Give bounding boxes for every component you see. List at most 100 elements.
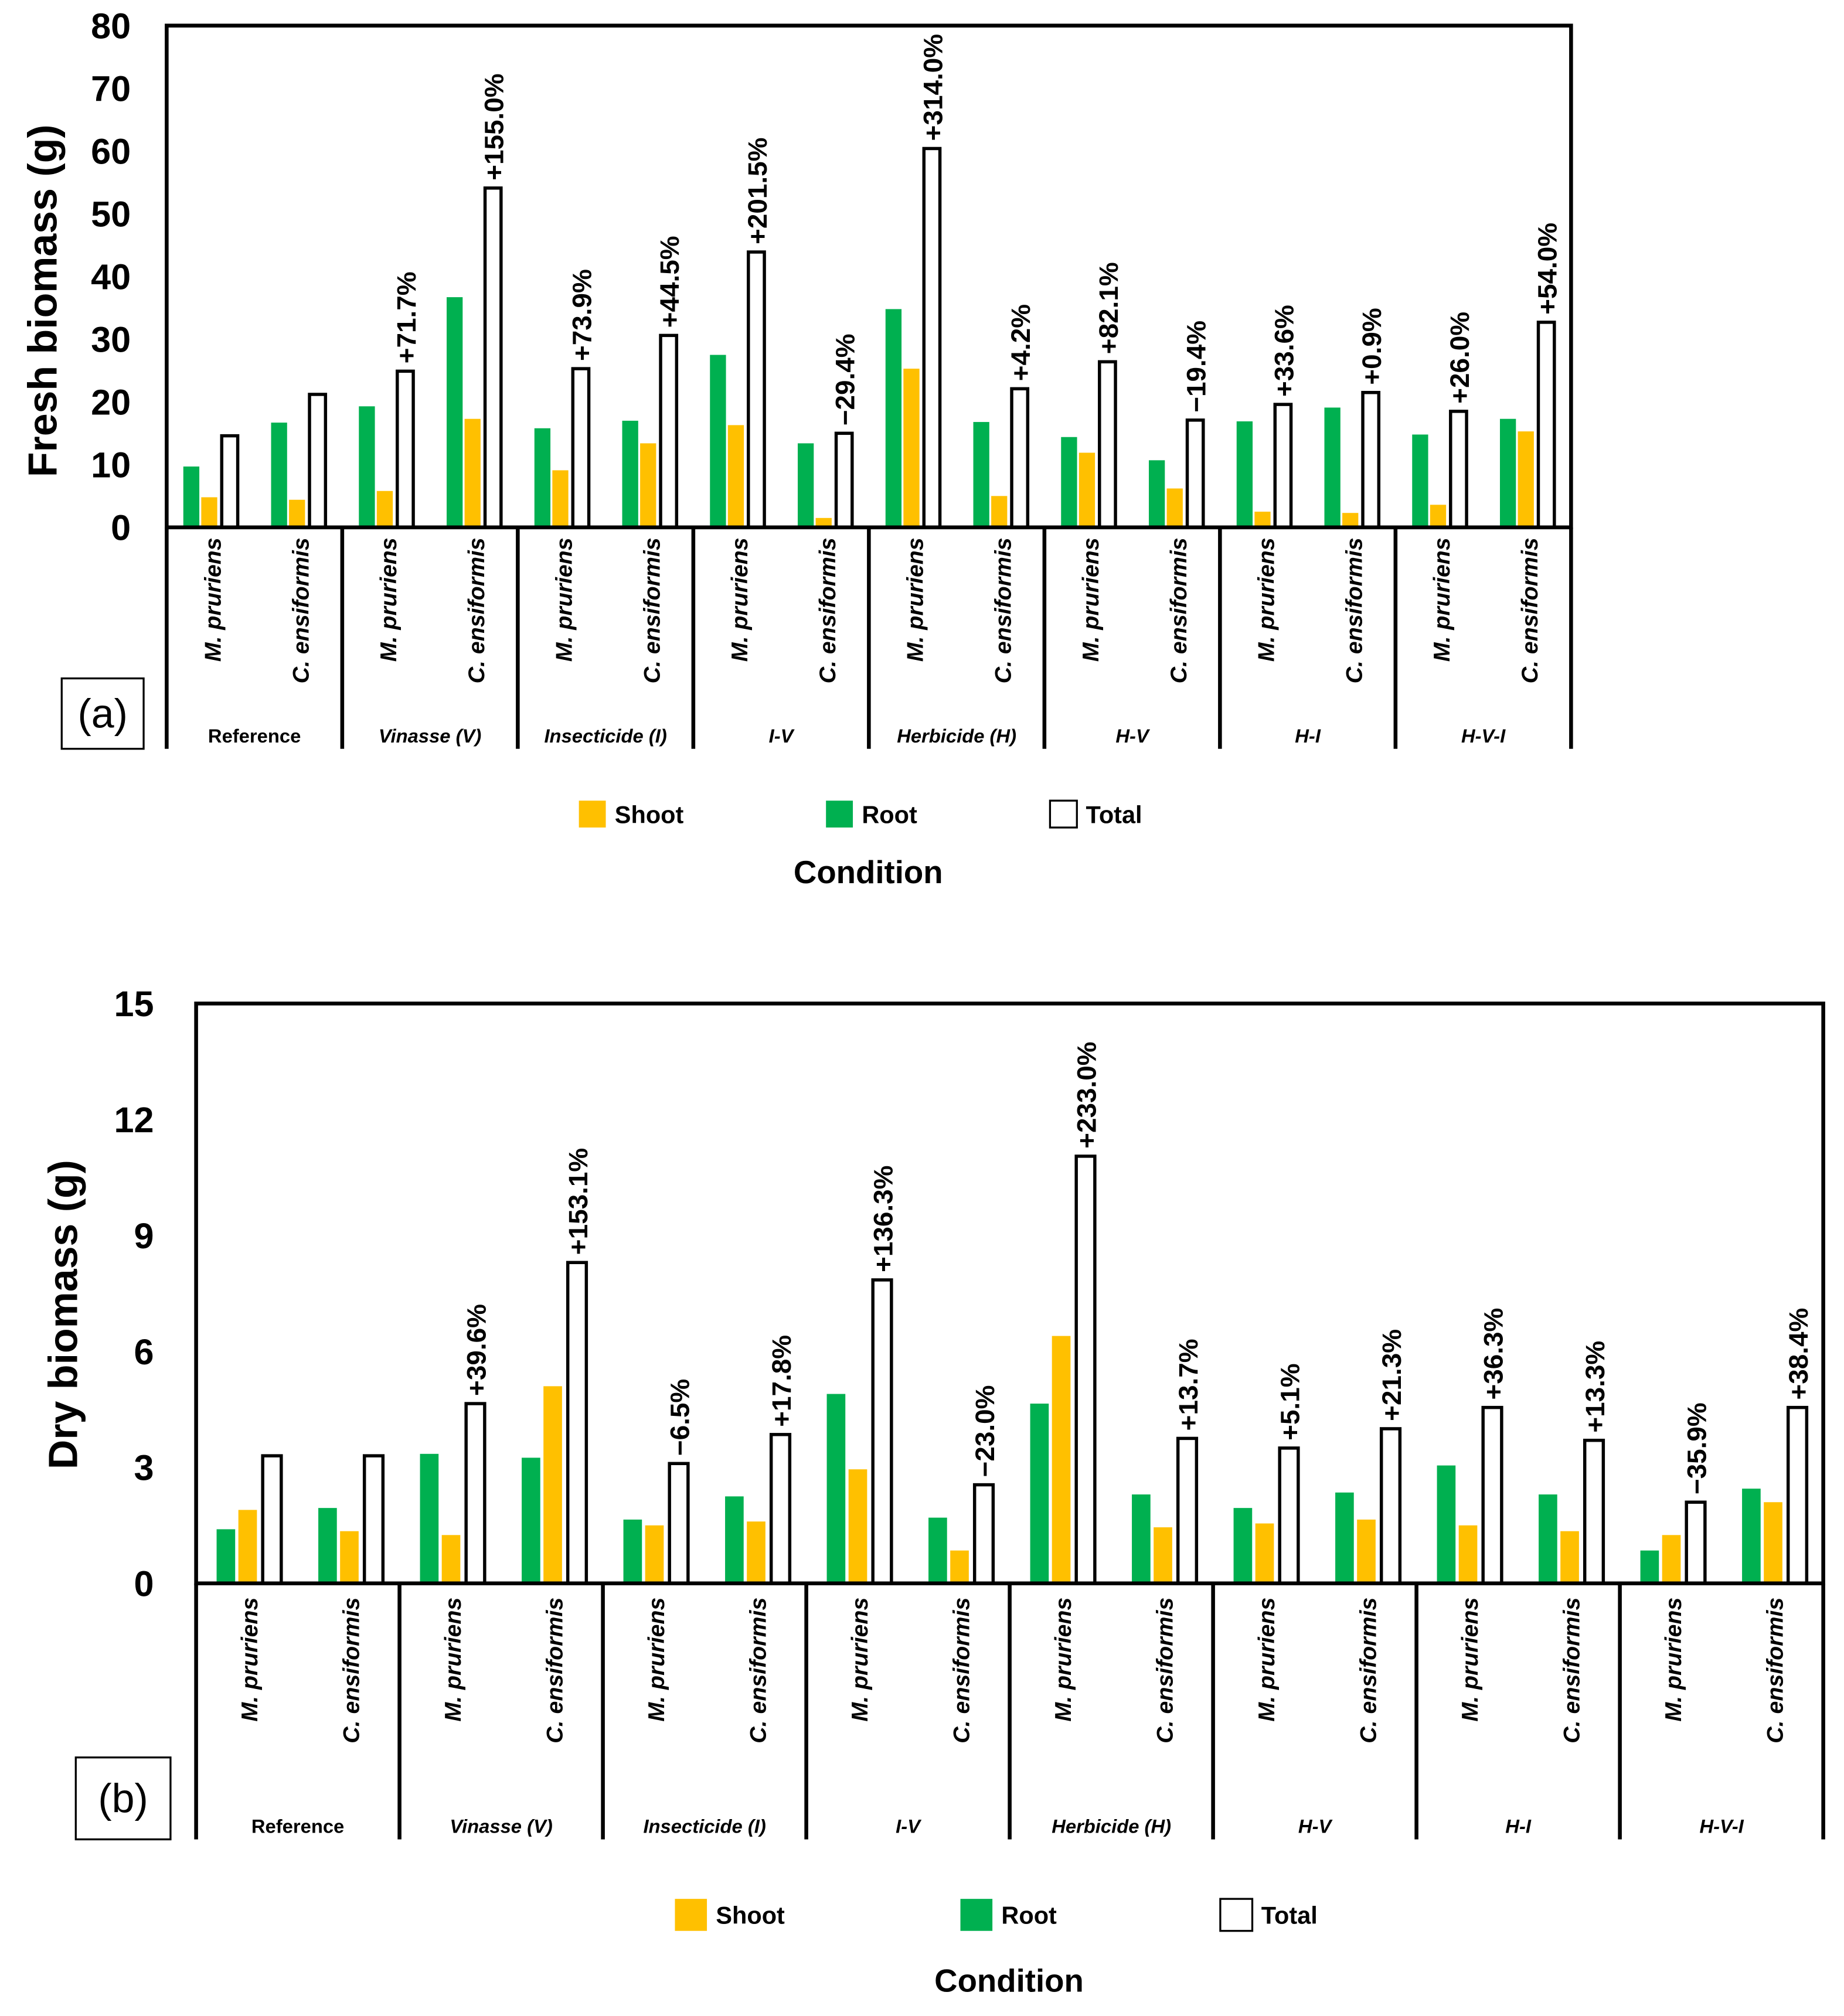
percent-change-label: +26.0% xyxy=(1444,312,1475,404)
bar-root xyxy=(973,422,989,527)
y-tick-label: 20 xyxy=(91,383,131,423)
bar-root xyxy=(447,297,463,527)
bar-root xyxy=(420,1453,439,1583)
percent-change-label: −29.4% xyxy=(830,333,860,425)
bar-total xyxy=(1273,403,1293,529)
bar-shoot xyxy=(815,517,832,527)
bar-shoot xyxy=(747,1521,766,1583)
bar-total xyxy=(483,186,503,529)
y-tick-label: 10 xyxy=(91,445,131,485)
bar-total xyxy=(1449,410,1468,529)
species-tick-label: C. ensiformis xyxy=(1762,1598,1788,1743)
species-tick-label: M. pruriens xyxy=(847,1598,873,1722)
bar-root xyxy=(1132,1494,1151,1583)
percent-change-label: +38.4% xyxy=(1783,1308,1814,1400)
bar-shoot xyxy=(640,443,656,527)
y-tick-label: 0 xyxy=(111,508,131,548)
bar-total xyxy=(1278,1446,1300,1585)
bar-root xyxy=(798,443,814,527)
y-tick-label: 12 xyxy=(114,1100,154,1140)
percent-change-label: +54.0% xyxy=(1532,223,1563,315)
bar-total xyxy=(261,1454,283,1585)
species-tick-label: M. pruriens xyxy=(727,537,753,662)
percent-change-label: +314.0% xyxy=(917,34,948,141)
species-tick-label: M. pruriens xyxy=(237,1598,263,1722)
bar-root xyxy=(271,423,287,527)
y-tick-label: 3 xyxy=(134,1448,154,1488)
group-label: Reference xyxy=(208,725,301,747)
percent-change-label: +17.8% xyxy=(766,1335,797,1427)
species-tick-label: M. pruriens xyxy=(1078,537,1104,662)
species-tick-label: C. ensiformis xyxy=(948,1598,974,1743)
group-label: Reference xyxy=(251,1816,344,1837)
bar-total xyxy=(396,369,415,529)
bar-root xyxy=(885,309,902,527)
panel-label-box xyxy=(74,1756,172,1841)
y-tick-label: 15 xyxy=(114,984,154,1024)
chart-a: 0 10 20 30 40 50 60 70 80 Fresh biomass (g) M. pru… xyxy=(20,6,1573,890)
species-tick-label: C. ensiformis xyxy=(288,537,314,683)
bar-total xyxy=(769,1433,792,1585)
x-axis-label: Condition xyxy=(934,1963,1084,1999)
percent-change-label: +153.1% xyxy=(563,1148,593,1255)
legend-swatch-total xyxy=(1049,799,1078,829)
bar-total xyxy=(1176,1436,1199,1585)
y-tick-label: 60 xyxy=(91,132,131,172)
bar-shoot xyxy=(340,1531,359,1583)
y-tick-label: 30 xyxy=(91,320,131,360)
bar-root xyxy=(1412,434,1428,527)
bar-shoot xyxy=(464,418,481,527)
bar-shoot xyxy=(950,1550,969,1583)
bar-shoot xyxy=(1342,513,1359,527)
percent-change-label: −19.4% xyxy=(1181,321,1212,413)
bar-total xyxy=(1185,418,1205,529)
bar-root xyxy=(534,428,551,527)
bar-shoot xyxy=(903,369,920,527)
bar-shoot xyxy=(1458,1525,1478,1583)
percent-change-label: +13.3% xyxy=(1580,1341,1610,1433)
bar-shoot xyxy=(848,1469,867,1583)
y-tick-label: 9 xyxy=(134,1216,154,1256)
species-tick-label: C. ensiformis xyxy=(1341,537,1367,683)
species-tick-label: M. pruriens xyxy=(1254,1598,1280,1722)
percent-change-label: +82.1% xyxy=(1093,262,1124,354)
bar-total xyxy=(1361,391,1381,529)
species-tick-label: M. pruriens xyxy=(644,1598,669,1722)
bar-total xyxy=(308,393,328,529)
percent-change-label: −35.9% xyxy=(1682,1402,1712,1494)
y-tick-label: 0 xyxy=(134,1564,154,1604)
group-label: H-I xyxy=(1295,725,1321,747)
species-tick-label: M. pruriens xyxy=(552,537,577,662)
y-axis-label: Fresh biomass (g) xyxy=(20,124,66,477)
legend-swatch-shoot xyxy=(675,1899,707,1931)
group-label: H-V xyxy=(1115,725,1151,747)
species-tick-label: C. ensiformis xyxy=(990,537,1016,683)
bar-root xyxy=(1335,1492,1354,1583)
group-label: Herbicide (H) xyxy=(1052,1816,1171,1837)
bar-shoot xyxy=(991,496,1008,527)
bar-root xyxy=(1236,421,1253,527)
legend-swatch-total xyxy=(1219,1898,1254,1932)
y-axis-label: Dry biomass (g) xyxy=(40,1160,86,1469)
legend-label-root: Root xyxy=(1001,1902,1057,1929)
bar-root xyxy=(359,406,375,527)
bar-shoot xyxy=(1764,1502,1782,1583)
bar-root xyxy=(725,1496,744,1583)
bar-shoot xyxy=(201,497,217,527)
species-tick-label: M. pruriens xyxy=(376,537,402,662)
percent-change-label: +71.7% xyxy=(391,271,421,363)
bar-root xyxy=(623,1519,642,1583)
percent-change-label: +13.7% xyxy=(1173,1339,1203,1431)
legend-swatch-root xyxy=(826,801,853,828)
bar-total xyxy=(1536,321,1556,529)
legend-label-root: Root xyxy=(862,801,917,828)
group-label: Herbicide (H) xyxy=(897,725,1016,747)
y-tick-label: 6 xyxy=(134,1332,154,1372)
panel-label-box xyxy=(60,677,145,750)
bar-total xyxy=(220,434,240,529)
group-label: H-V-I xyxy=(1700,1816,1744,1837)
percent-change-label: +0.9% xyxy=(1356,308,1387,384)
bar-shoot xyxy=(441,1535,461,1583)
percent-change-label: +39.6% xyxy=(461,1304,491,1396)
species-tick-label: C. ensiformis xyxy=(542,1598,567,1743)
